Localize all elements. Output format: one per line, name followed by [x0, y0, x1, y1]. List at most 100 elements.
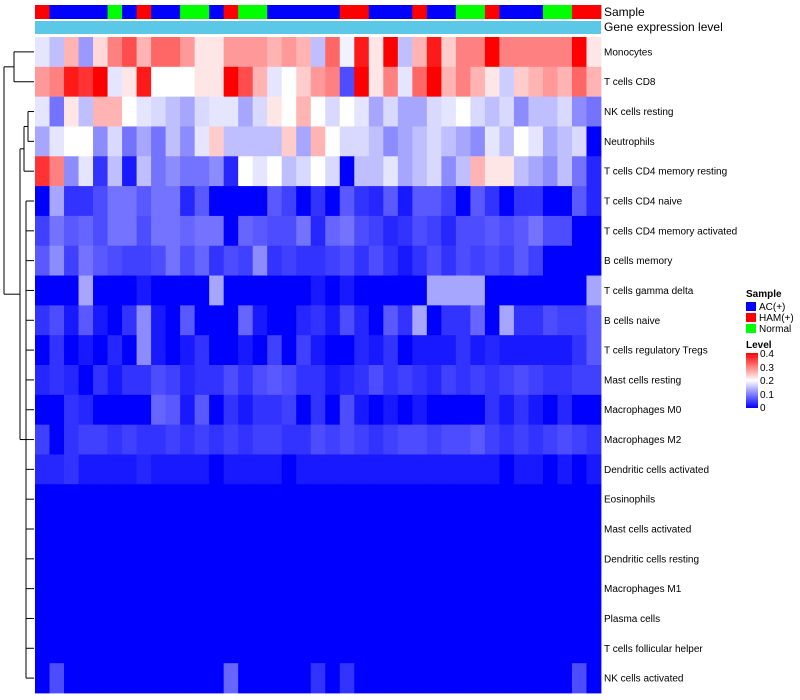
heatmap-cell	[528, 96, 544, 127]
heatmap-cell	[252, 543, 268, 575]
heatmap-cell	[93, 186, 108, 217]
heatmap-cell	[107, 454, 123, 485]
heatmap-cell	[455, 573, 471, 604]
heatmap-cell	[267, 275, 283, 306]
heatmap-cell	[194, 335, 210, 366]
legend-level-title: Level	[746, 340, 772, 351]
heatmap-cell	[383, 335, 399, 366]
heatmap-cell	[165, 484, 181, 515]
heatmap-cell	[93, 663, 108, 694]
heatmap-cell	[586, 454, 602, 485]
heatmap-cell	[35, 663, 50, 694]
heatmap-cell	[513, 245, 529, 276]
heatmap-cell	[412, 215, 428, 247]
heatmap-cell	[296, 37, 312, 68]
heatmap-cell	[180, 663, 196, 694]
heatmap-cell	[325, 484, 341, 515]
heatmap-cell	[455, 186, 471, 217]
legend-level-tick: 0.4	[760, 349, 774, 360]
heatmap-cell	[296, 275, 312, 306]
heatmap-cell	[267, 514, 283, 545]
heatmap-cell	[136, 156, 152, 187]
heatmap-cell	[542, 514, 558, 545]
heatmap-cell	[513, 394, 529, 426]
heatmap-cell	[238, 514, 254, 545]
heatmap-cell	[136, 633, 152, 664]
heatmap-cell	[354, 573, 370, 604]
heatmap-cell	[470, 215, 486, 247]
heatmap-cell	[513, 96, 529, 127]
heatmap-cell	[296, 365, 312, 396]
heatmap-cell	[470, 275, 486, 306]
row-label: B cells memory	[604, 256, 672, 267]
heatmap-cell	[281, 633, 297, 664]
heatmap-cell	[499, 305, 515, 336]
heatmap-cell	[368, 543, 384, 575]
heatmap-cell	[310, 543, 326, 575]
heatmap-cell	[252, 156, 268, 187]
heatmap-cell	[49, 215, 65, 247]
heatmap-cell	[499, 394, 515, 426]
heatmap-cell	[267, 424, 283, 455]
gene-expression-bar	[35, 21, 601, 34]
row-label: Mast cells activated	[604, 525, 691, 536]
heatmap-cell	[180, 573, 196, 604]
heatmap-cell	[209, 215, 225, 247]
heatmap-cell	[151, 514, 167, 545]
heatmap-cell	[368, 663, 384, 694]
heatmap-cell	[513, 573, 529, 604]
heatmap-cell	[412, 603, 428, 634]
heatmap-cell	[397, 454, 413, 485]
row-label: B cells naive	[604, 316, 661, 327]
heatmap-cell	[35, 543, 50, 575]
heatmap-cell	[151, 454, 167, 485]
heatmap-cell	[586, 305, 602, 336]
heatmap-cell	[209, 156, 225, 187]
heatmap-cell	[180, 215, 196, 247]
heatmap-cell	[78, 484, 94, 515]
heatmap-cell	[484, 514, 500, 545]
heatmap-cell	[93, 365, 108, 396]
heatmap-cell	[339, 424, 355, 455]
heatmap-cell	[325, 394, 341, 426]
heatmap-cell	[542, 365, 558, 396]
heatmap-cell	[223, 394, 239, 426]
heatmap-cell	[35, 186, 50, 217]
heatmap-cell	[151, 573, 167, 604]
heatmap-cell	[513, 37, 529, 68]
heatmap-cell	[557, 573, 573, 604]
heatmap-cell	[209, 484, 225, 515]
heatmap-cell	[93, 394, 108, 426]
heatmap-cell	[383, 454, 399, 485]
heatmap-cell	[310, 603, 326, 634]
heatmap-cell	[571, 37, 587, 68]
heatmap-cell	[64, 484, 79, 515]
sample-annotation-cell	[557, 5, 573, 19]
heatmap-cell	[513, 514, 529, 545]
heatmap-cell	[470, 305, 486, 336]
heatmap-cell	[571, 454, 587, 485]
heatmap-cell	[325, 365, 341, 396]
heatmap-cell	[209, 305, 225, 336]
heatmap-cell	[296, 454, 312, 485]
heatmap-cell	[194, 573, 210, 604]
heatmap-cell	[107, 603, 123, 634]
heatmap-cell	[35, 335, 50, 366]
heatmap-cell	[35, 66, 50, 98]
heatmap-cell	[165, 66, 181, 98]
heatmap-cell	[78, 543, 94, 575]
heatmap-cell	[441, 335, 457, 366]
heatmap-cell	[136, 424, 152, 455]
heatmap-cell	[354, 335, 370, 366]
heatmap-cell	[151, 543, 167, 575]
heatmap-cell	[223, 96, 239, 127]
heatmap-cell	[383, 186, 399, 217]
heatmap-cell	[151, 365, 167, 396]
heatmap-cell	[267, 96, 283, 127]
heatmap-cell	[252, 633, 268, 664]
heatmap-cell	[426, 424, 442, 455]
heatmap-cell	[78, 66, 94, 98]
heatmap-cell	[426, 365, 442, 396]
heatmap-cell	[412, 514, 428, 545]
heatmap-cell	[35, 37, 50, 68]
